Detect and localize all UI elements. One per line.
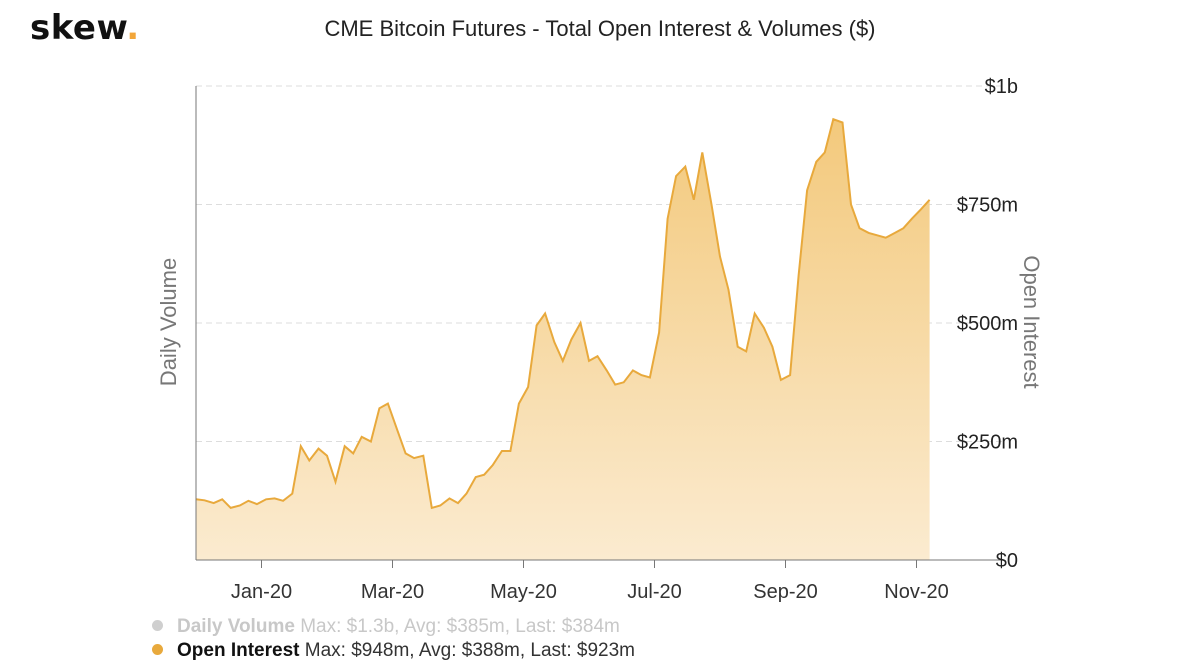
brand-logo: skew. (30, 8, 140, 48)
legend-item-open-interest[interactable]: Open Interest Max: $948m, Avg: $388m, La… (152, 640, 635, 662)
y-tick-label: $500m (957, 313, 1018, 335)
chart-title: CME Bitcoin Futures - Total Open Interes… (324, 16, 876, 41)
legend-item-daily-volume[interactable]: Daily Volume Max: $1.3b, Avg: $385m, Las… (152, 616, 620, 638)
y-tick-label: $750m (957, 195, 1018, 217)
x-tick-label: Jul-20 (627, 581, 681, 603)
y-tick-label: $1b (985, 76, 1018, 98)
axes (195, 86, 1004, 561)
x-axis-ticks: Jan-20 Mar-20 May-20 Jul-20 Sep-20 Nov-20 (231, 560, 949, 603)
open-interest-line (195, 117, 931, 510)
y-tick-label: $0 (996, 550, 1018, 572)
y-axis-ticks: $0 $250m $500m $750m $1b (957, 76, 1018, 572)
x-tick-label: Nov-20 (884, 581, 948, 603)
x-tick-label: Sep-20 (753, 581, 818, 603)
x-tick-label: Mar-20 (361, 581, 424, 603)
x-tick-label: Jan-20 (231, 581, 292, 603)
y-axis-left-label: Daily Volume (156, 258, 181, 386)
legend-dot-icon (152, 620, 163, 632)
y-tick-label: $250m (957, 432, 1018, 454)
legend-dot-icon (152, 644, 163, 656)
open-interest-area (196, 119, 930, 560)
x-tick-label: May-20 (490, 581, 557, 603)
y-axis-right-label: Open Interest (1019, 255, 1044, 388)
